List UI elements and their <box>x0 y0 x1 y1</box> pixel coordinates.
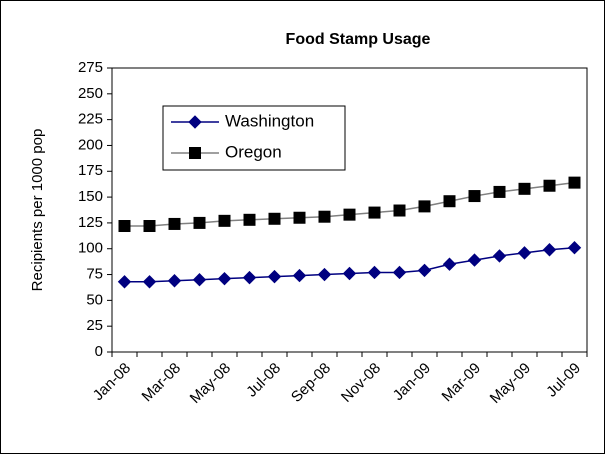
marker <box>492 249 507 263</box>
marker <box>267 269 282 284</box>
marker <box>543 179 556 192</box>
marker <box>268 212 281 225</box>
marker <box>317 267 332 282</box>
y-tick-label: 250 <box>78 85 103 102</box>
y-tick-label: 125 <box>78 214 103 231</box>
y-tick-label: 0 <box>95 343 103 360</box>
marker <box>493 185 506 198</box>
marker <box>517 246 532 260</box>
legend-box <box>162 105 346 171</box>
marker <box>117 275 132 289</box>
marker <box>218 214 231 227</box>
marker <box>542 243 557 257</box>
marker <box>567 240 582 255</box>
marker <box>393 204 406 217</box>
marker <box>142 275 157 289</box>
marker <box>118 220 131 233</box>
y-tick-label: 25 <box>86 317 103 334</box>
marker <box>417 263 432 278</box>
marker <box>392 265 407 280</box>
marker <box>243 213 256 226</box>
marker <box>467 253 482 267</box>
y-tick-label: 75 <box>86 266 103 283</box>
y-tick-label: 225 <box>78 111 103 128</box>
marker <box>193 216 206 229</box>
marker <box>568 176 581 189</box>
marker <box>242 270 257 285</box>
marker <box>292 268 307 283</box>
marker <box>518 182 531 195</box>
marker <box>342 266 357 281</box>
marker <box>418 200 431 213</box>
y-tick-label: 200 <box>78 136 103 153</box>
marker <box>443 195 456 208</box>
y-axis-label: Recipients per 1000 pop <box>29 129 46 292</box>
y-tick-label: 50 <box>86 291 103 308</box>
marker <box>217 271 232 286</box>
marker <box>442 257 457 271</box>
marker <box>318 210 331 223</box>
marker <box>192 273 207 287</box>
marker <box>343 208 356 221</box>
marker <box>188 115 202 129</box>
marker <box>293 211 306 224</box>
y-tick-label: 100 <box>78 240 103 257</box>
legend-label: Oregon <box>225 142 282 161</box>
marker <box>368 206 381 219</box>
marker <box>189 147 201 159</box>
marker <box>143 220 156 233</box>
legend-label: Washington <box>225 111 314 130</box>
marker <box>167 274 182 288</box>
y-tick-label: 175 <box>78 162 103 179</box>
y-tick-label: 150 <box>78 188 103 205</box>
marker <box>168 217 181 230</box>
y-tick-label: 275 <box>78 59 103 76</box>
marker <box>468 190 481 203</box>
marker <box>367 265 382 280</box>
chart-title: Food Stamp Usage <box>286 31 431 48</box>
